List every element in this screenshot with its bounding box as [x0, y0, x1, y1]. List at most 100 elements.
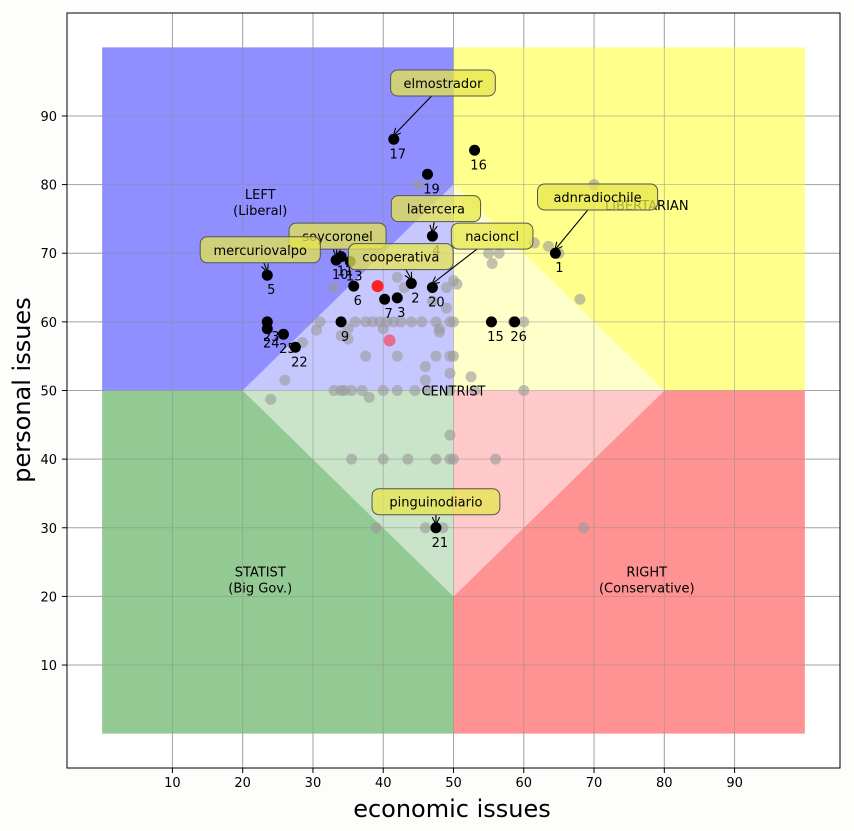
region-center-right: [453, 390, 665, 597]
labeled-point: [277, 328, 289, 340]
background-point: [395, 316, 407, 328]
background-point: [493, 247, 505, 259]
region-libertarian: [453, 47, 805, 391]
labeled-point: [485, 316, 497, 328]
point-label: 1: [555, 261, 563, 276]
region-label-left: LEFT: [245, 188, 276, 203]
background-point: [342, 323, 354, 335]
background-point: [423, 385, 435, 396]
point-label: 15: [487, 330, 504, 345]
annotation-arrow: [432, 221, 434, 232]
background-point: [265, 393, 277, 405]
region-label-statist: (Big Gov.): [228, 581, 292, 596]
background-point: [409, 385, 421, 396]
background-point: [518, 385, 530, 396]
labeled-point: [469, 144, 481, 156]
point-label: 26: [510, 330, 527, 345]
background-point: [391, 385, 403, 396]
background-point: [444, 367, 456, 379]
background-point: [346, 453, 358, 465]
annotation-arrow: [264, 262, 267, 271]
y-axis-label: personal issues: [8, 297, 36, 482]
annotation-text: latercera: [407, 203, 465, 218]
background-point: [377, 453, 389, 465]
labeled-point: [261, 269, 273, 281]
background-point: [448, 350, 459, 362]
region-statist: [102, 390, 454, 734]
background-point: [346, 385, 358, 396]
background-point: [469, 385, 481, 396]
annotation-arrow: [555, 209, 589, 249]
background-point: [465, 371, 477, 383]
background-point: [310, 324, 322, 336]
annotation-adnradiochile: adnradiochile: [537, 183, 659, 249]
background-point: [314, 316, 326, 328]
background-point: [486, 258, 498, 270]
y-tick-label: 30: [40, 522, 57, 537]
background-point: [360, 350, 372, 362]
point-label: 25: [279, 342, 296, 357]
background-point: [342, 333, 354, 345]
labeled-point: [391, 292, 403, 304]
annotation-box: [371, 488, 501, 516]
background-point: [391, 271, 403, 283]
point-label: 6: [354, 294, 362, 309]
background-points: [265, 179, 600, 534]
point-label: 7: [384, 307, 392, 322]
x-tick-label: 20: [234, 776, 251, 791]
annotation-pinguinodiario: pinguinodiario: [371, 488, 501, 524]
labeled-point: [348, 280, 360, 292]
region-label-right: (Conservative): [599, 581, 695, 596]
annotation-box: [450, 222, 534, 250]
background-point: [542, 240, 554, 252]
region-right: [453, 390, 805, 734]
background-point: [483, 247, 495, 259]
y-tick-label: 70: [40, 247, 57, 262]
point-label: 24: [263, 337, 280, 352]
labeled-point: [426, 282, 438, 294]
background-point: [416, 316, 428, 328]
background-point: [349, 316, 361, 328]
y-tick-label: 40: [40, 453, 57, 468]
background-point: [451, 278, 463, 290]
point-label: 21: [432, 536, 449, 551]
annotation-text: mercuriovalpo: [214, 244, 308, 259]
background-point: [444, 385, 456, 396]
annotation-text: cooperativa: [362, 251, 439, 266]
labeled-point: [289, 341, 301, 353]
x-tick-label: 60: [515, 776, 532, 791]
annotation-box: [537, 183, 659, 211]
annotation-box: [199, 236, 321, 264]
background-point: [518, 316, 530, 328]
region-center-left: [242, 184, 454, 391]
labeled-point: [335, 316, 347, 328]
x-axis-label: economic issues: [353, 795, 551, 823]
labeled-point: [421, 168, 433, 180]
x-tick-label: 10: [164, 776, 181, 791]
y-tick-label: 60: [40, 316, 57, 331]
point-label: 17: [389, 147, 406, 162]
labeled-point: [549, 247, 561, 259]
background-point: [402, 453, 414, 465]
point-label: 19: [423, 182, 440, 197]
annotation-latercera: latercera: [390, 195, 482, 232]
point-label: 11: [337, 265, 354, 280]
annotation-arrow: [406, 269, 411, 280]
point-label: 3: [397, 306, 405, 321]
background-point: [490, 453, 502, 465]
point-label: 13: [346, 269, 363, 284]
x-tick-label: 80: [656, 776, 673, 791]
point-label: 20: [428, 296, 445, 311]
background-point: [412, 179, 424, 191]
background-point: [574, 293, 586, 305]
region-labels: LEFT(Liberal)LIBERTARIANSTATIST(Big Gov.…: [228, 188, 694, 597]
annotation-elmostrador: elmostrador: [390, 69, 496, 135]
annotation-cooperativa: cooperativa: [347, 243, 454, 280]
background-point: [356, 385, 368, 396]
quadrant-regions: [67, 13, 840, 768]
x-tick-label: 40: [375, 776, 392, 791]
background-point: [440, 302, 452, 314]
labeled-point: [405, 277, 417, 289]
x-tick-label: 90: [726, 776, 743, 791]
